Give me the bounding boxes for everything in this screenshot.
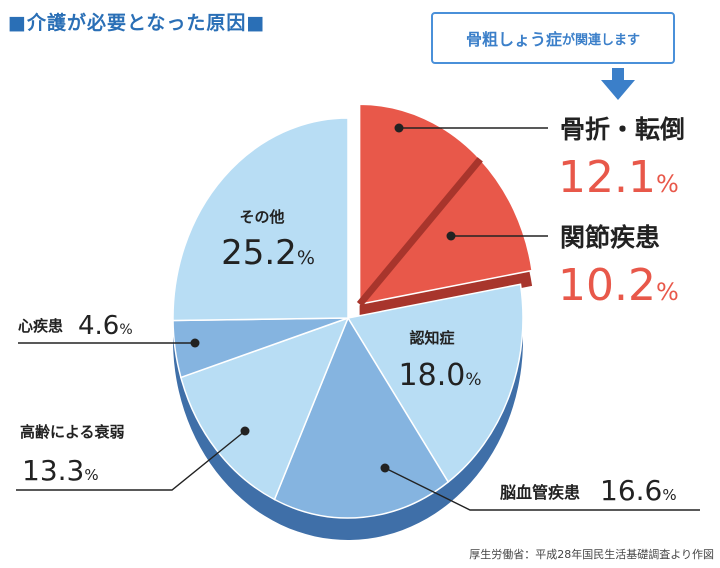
value-heart-disease: 4.6% bbox=[78, 311, 133, 341]
value-dementia: 18.0% bbox=[399, 358, 482, 393]
red-slice-divider bbox=[356, 157, 483, 307]
pie-slice-5 bbox=[179, 316, 350, 501]
value-joint-disease: 10.2% bbox=[558, 260, 679, 311]
label-other: その他 bbox=[239, 208, 284, 226]
label-cerebrovascular: 脳血管疾患 bbox=[500, 483, 580, 502]
pie-slice-1 bbox=[358, 103, 482, 307]
chart-title: ■介護が必要となった原因■ bbox=[8, 12, 266, 34]
callout-arrow bbox=[601, 68, 635, 100]
frailty-leader bbox=[16, 430, 246, 491]
label-heart-disease: 心疾患 bbox=[18, 317, 63, 335]
pie-slice-7 bbox=[172, 117, 349, 322]
value-other: 25.2% bbox=[221, 233, 315, 273]
value-frailty: 13.3% bbox=[22, 454, 99, 487]
value-fracture: 12.1% bbox=[558, 152, 679, 203]
label-joint-disease: 関節疾患 bbox=[560, 223, 660, 252]
value-cerebrovascular: 16.6% bbox=[600, 474, 677, 507]
cerebro-leader bbox=[384, 467, 700, 511]
callout-sub-text: が関連します bbox=[562, 32, 641, 48]
source-note: 厚生労働省：平成28年国民生活基礎調査より作図 bbox=[469, 548, 714, 561]
pie-slice-2 bbox=[357, 158, 533, 306]
label-dementia: 認知症 bbox=[409, 329, 454, 347]
callout-main-text: 骨粗しょう症 bbox=[465, 30, 562, 49]
pie-slice-3 bbox=[346, 283, 524, 484]
osteoporosis-callout: 骨粗しょう症 が関連します bbox=[431, 12, 675, 64]
label-frailty: 高齢による衰弱 bbox=[20, 423, 125, 441]
label-fracture: 骨折・転倒 bbox=[560, 115, 685, 144]
